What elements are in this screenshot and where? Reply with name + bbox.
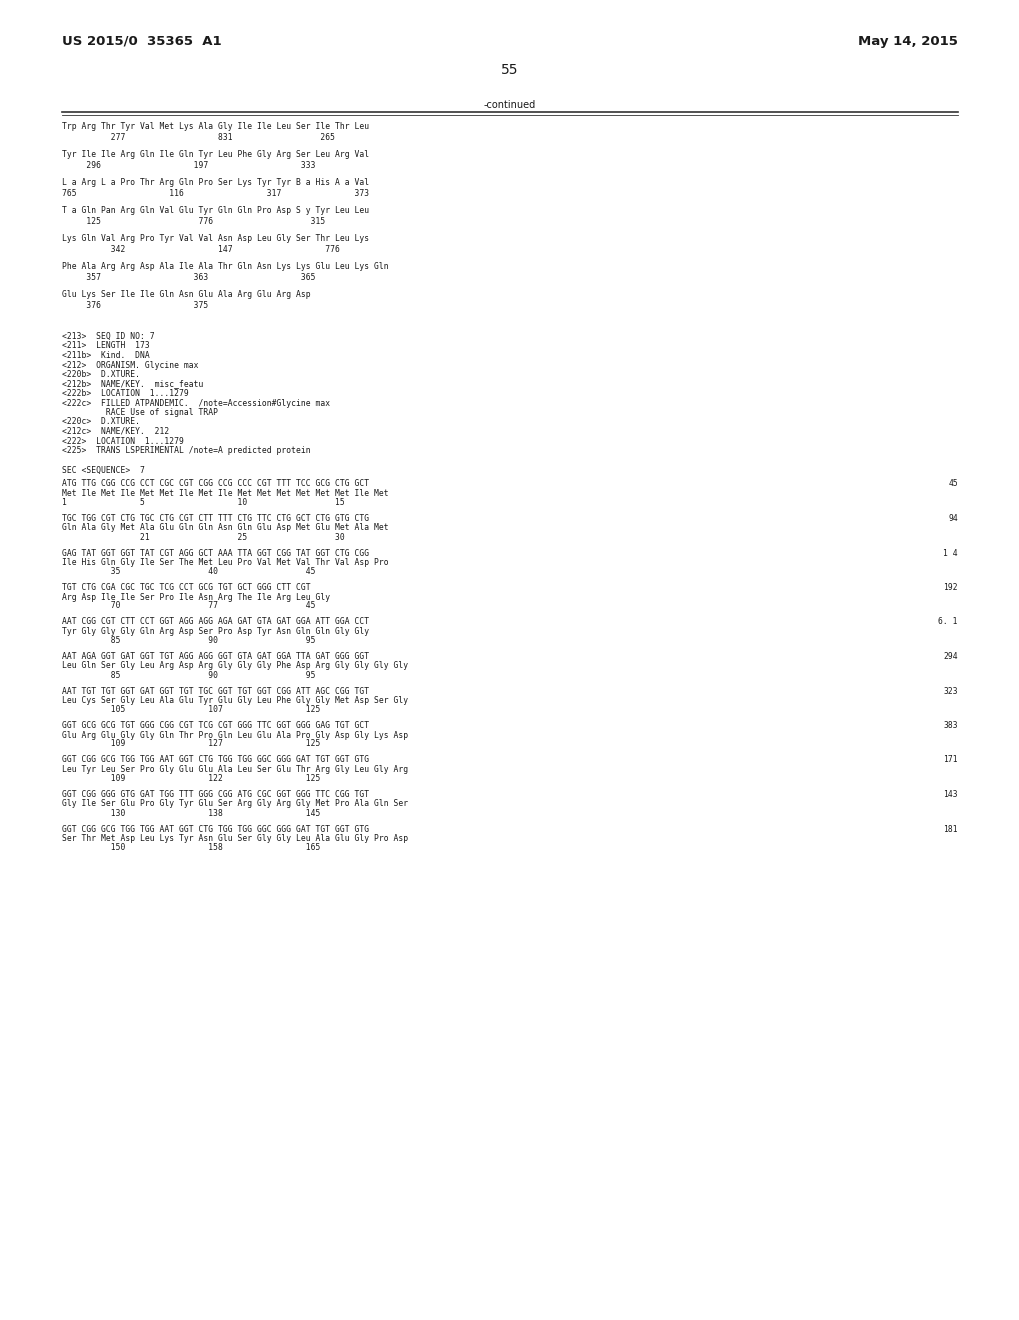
Text: <222>  LOCATION  1...1279: <222> LOCATION 1...1279 <box>62 437 183 446</box>
Text: ATG TTG CGG CCG CCT CGC CGT CGG CCG CCC CGT TTT TCC GCG CTG GCT: ATG TTG CGG CCG CCT CGC CGT CGG CCG CCC … <box>62 479 369 488</box>
Text: <225>  TRANS LSPERIMENTAL /note=A predicted protein: <225> TRANS LSPERIMENTAL /note=A predict… <box>62 446 311 455</box>
Text: 125                    776                    315: 125 776 315 <box>62 216 325 226</box>
Text: Tyr Ile Ile Arg Gln Ile Gln Tyr Leu Phe Gly Arg Ser Leu Arg Val: Tyr Ile Ile Arg Gln Ile Gln Tyr Leu Phe … <box>62 150 369 158</box>
Text: Leu Cys Ser Gly Leu Ala Glu Tyr Glu Gly Leu Phe Gly Gly Met Asp Ser Gly: Leu Cys Ser Gly Leu Ala Glu Tyr Glu Gly … <box>62 696 408 705</box>
Text: 85                  90                  95: 85 90 95 <box>62 671 315 680</box>
Text: Lys Gln Val Arg Pro Tyr Val Val Asn Asp Leu Gly Ser Thr Leu Lys: Lys Gln Val Arg Pro Tyr Val Val Asn Asp … <box>62 234 369 243</box>
Text: <213>  SEQ ID NO: 7: <213> SEQ ID NO: 7 <box>62 333 155 341</box>
Text: 70                  77                  45: 70 77 45 <box>62 602 315 610</box>
Text: GGT CGG GCG TGG TGG AAT GGT CTG TGG TGG GGC GGG GAT TGT GGT GTG: GGT CGG GCG TGG TGG AAT GGT CTG TGG TGG … <box>62 825 369 833</box>
Text: GGT CGG GCG TGG TGG AAT GGT CTG TGG TGG GGC GGG GAT TGT GGT GTG: GGT CGG GCG TGG TGG AAT GGT CTG TGG TGG … <box>62 755 369 764</box>
Text: 765                   116                 317               373: 765 116 317 373 <box>62 189 369 198</box>
Text: Glu Arg Glu Gly Gly Gln Thr Pro Gln Leu Glu Ala Pro Gly Asp Gly Lys Asp: Glu Arg Glu Gly Gly Gln Thr Pro Gln Leu … <box>62 730 408 739</box>
Text: 45: 45 <box>948 479 957 488</box>
Text: TGC TGG CGT CTG TGC CTG CGT CTT TTT CTG TTC CTG GCT CTG GTG CTG: TGC TGG CGT CTG TGC CTG CGT CTT TTT CTG … <box>62 513 369 523</box>
Text: TGT CTG CGA CGC TGC TCG CCT GCG TGT GCT GGG CTT CGT: TGT CTG CGA CGC TGC TCG CCT GCG TGT GCT … <box>62 583 311 591</box>
Text: -continued: -continued <box>483 100 536 110</box>
Text: <211b>  Kind.  DNA: <211b> Kind. DNA <box>62 351 150 360</box>
Text: 323: 323 <box>943 686 957 696</box>
Text: GGT GCG GCG TGT GGG CGG CGT TCG CGT GGG TTC GGT GGG GAG TGT GCT: GGT GCG GCG TGT GGG CGG CGT TCG CGT GGG … <box>62 721 369 730</box>
Text: 21                  25                  30: 21 25 30 <box>62 532 344 541</box>
Text: 1 4: 1 4 <box>943 549 957 557</box>
Text: 296                   197                   333: 296 197 333 <box>62 161 315 169</box>
Text: 192: 192 <box>943 583 957 591</box>
Text: <212b>  NAME/KEY.  misc_featu: <212b> NAME/KEY. misc_featu <box>62 380 203 388</box>
Text: 357                   363                   365: 357 363 365 <box>62 272 315 281</box>
Text: 55: 55 <box>500 63 519 77</box>
Text: <212c>  NAME/KEY.  212: <212c> NAME/KEY. 212 <box>62 426 169 436</box>
Text: May 14, 2015: May 14, 2015 <box>857 36 957 48</box>
Text: 150                 158                 165: 150 158 165 <box>62 843 320 851</box>
Text: L a Arg L a Pro Thr Arg Gln Pro Ser Lys Tyr Tyr B a His A a Val: L a Arg L a Pro Thr Arg Gln Pro Ser Lys … <box>62 178 369 187</box>
Text: 94: 94 <box>948 513 957 523</box>
Text: Gly Ile Ser Glu Pro Gly Tyr Glu Ser Arg Gly Arg Gly Met Pro Ala Gln Ser: Gly Ile Ser Glu Pro Gly Tyr Glu Ser Arg … <box>62 800 408 808</box>
Text: 143: 143 <box>943 789 957 799</box>
Text: GAG TAT GGT GGT TAT CGT AGG GCT AAA TTA GGT CGG TAT GGT CTG CGG: GAG TAT GGT GGT TAT CGT AGG GCT AAA TTA … <box>62 549 369 557</box>
Text: T a Gln Pan Arg Gln Val Glu Tyr Gln Gln Pro Asp S y Tyr Leu Leu: T a Gln Pan Arg Gln Val Glu Tyr Gln Gln … <box>62 206 369 215</box>
Text: Glu Lys Ser Ile Ile Gln Asn Glu Ala Arg Glu Arg Asp: Glu Lys Ser Ile Ile Gln Asn Glu Ala Arg … <box>62 290 311 300</box>
Text: US 2015/0  35365  A1: US 2015/0 35365 A1 <box>62 36 221 48</box>
Text: Tyr Gly Gly Gly Gln Arg Asp Ser Pro Asp Tyr Asn Gln Gln Gly Gly: Tyr Gly Gly Gly Gln Arg Asp Ser Pro Asp … <box>62 627 369 636</box>
Text: SEC <SEQUENCE>  7: SEC <SEQUENCE> 7 <box>62 466 145 474</box>
Text: 109                 127                 125: 109 127 125 <box>62 739 320 748</box>
Text: RACE Use of signal TRAP: RACE Use of signal TRAP <box>62 408 218 417</box>
Text: AAT CGG CGT CTT CCT GGT AGG AGG AGA GAT GTA GAT GGA ATT GGA CCT: AAT CGG CGT CTT CCT GGT AGG AGG AGA GAT … <box>62 618 369 627</box>
Text: <211>  LENGTH  173: <211> LENGTH 173 <box>62 342 150 351</box>
Text: Met Ile Met Ile Met Met Ile Met Ile Met Met Met Met Met Met Ile Met: Met Ile Met Ile Met Met Ile Met Ile Met … <box>62 488 388 498</box>
Text: 171: 171 <box>943 755 957 764</box>
Text: Leu Tyr Leu Ser Pro Gly Glu Glu Ala Leu Ser Glu Thr Arg Gly Leu Gly Arg: Leu Tyr Leu Ser Pro Gly Glu Glu Ala Leu … <box>62 766 408 774</box>
Text: AAT AGA GGT GAT GGT TGT AGG AGG GGT GTA GAT GGA TTA GAT GGG GGT: AAT AGA GGT GAT GGT TGT AGG AGG GGT GTA … <box>62 652 369 661</box>
Text: AAT TGT TGT GGT GAT GGT TGT TGC GGT TGT GGT CGG ATT AGC CGG TGT: AAT TGT TGT GGT GAT GGT TGT TGC GGT TGT … <box>62 686 369 696</box>
Text: GGT CGG GGG GTG GAT TGG TTT GGG CGG ATG CGC GGT GGG TTC CGG TGT: GGT CGG GGG GTG GAT TGG TTT GGG CGG ATG … <box>62 789 369 799</box>
Text: Ser Thr Met Asp Leu Lys Tyr Asn Glu Ser Gly Gly Leu Ala Glu Gly Pro Asp: Ser Thr Met Asp Leu Lys Tyr Asn Glu Ser … <box>62 834 408 843</box>
Text: 181: 181 <box>943 825 957 833</box>
Text: 342                   147                   776: 342 147 776 <box>62 244 339 253</box>
Text: <220c>  D.XTURE.: <220c> D.XTURE. <box>62 417 140 426</box>
Text: 85                  90                  95: 85 90 95 <box>62 636 315 645</box>
Text: Leu Gln Ser Gly Leu Arg Asp Arg Gly Gly Gly Phe Asp Arg Gly Gly Gly Gly: Leu Gln Ser Gly Leu Arg Asp Arg Gly Gly … <box>62 661 408 671</box>
Text: Gln Ala Gly Met Ala Glu Gln Gln Asn Gln Glu Asp Met Glu Met Ala Met: Gln Ala Gly Met Ala Glu Gln Gln Asn Gln … <box>62 524 388 532</box>
Text: Trp Arg Thr Tyr Val Met Lys Ala Gly Ile Ile Leu Ser Ile Thr Leu: Trp Arg Thr Tyr Val Met Lys Ala Gly Ile … <box>62 121 369 131</box>
Text: 35                  40                  45: 35 40 45 <box>62 568 315 576</box>
Text: Ile His Gln Gly Ile Ser The Met Leu Pro Val Met Val Thr Val Asp Pro: Ile His Gln Gly Ile Ser The Met Leu Pro … <box>62 558 388 568</box>
Text: <222c>  FILLED ATPANDEMIC.  /note=Accession#Glycine max: <222c> FILLED ATPANDEMIC. /note=Accessio… <box>62 399 330 408</box>
Text: 383: 383 <box>943 721 957 730</box>
Text: 6. 1: 6. 1 <box>937 618 957 627</box>
Text: <220b>  D.XTURE.: <220b> D.XTURE. <box>62 370 140 379</box>
Text: 130                 138                 145: 130 138 145 <box>62 808 320 817</box>
Text: Arg Asp Ile Ile Ser Pro Ile Asn Arg The Ile Arg Leu Gly: Arg Asp Ile Ile Ser Pro Ile Asn Arg The … <box>62 593 330 602</box>
Text: 294: 294 <box>943 652 957 661</box>
Text: 109                 122                 125: 109 122 125 <box>62 774 320 783</box>
Text: 376                   375: 376 375 <box>62 301 208 309</box>
Text: <222b>  LOCATION  1...1279: <222b> LOCATION 1...1279 <box>62 389 189 399</box>
Text: 277                   831                  265: 277 831 265 <box>62 132 334 141</box>
Text: 105                 107                 125: 105 107 125 <box>62 705 320 714</box>
Text: Phe Ala Arg Arg Asp Ala Ile Ala Thr Gln Asn Lys Lys Glu Leu Lys Gln: Phe Ala Arg Arg Asp Ala Ile Ala Thr Gln … <box>62 261 388 271</box>
Text: <212>  ORGANISM. Glycine max: <212> ORGANISM. Glycine max <box>62 360 199 370</box>
Text: 1               5                   10                  15: 1 5 10 15 <box>62 498 344 507</box>
